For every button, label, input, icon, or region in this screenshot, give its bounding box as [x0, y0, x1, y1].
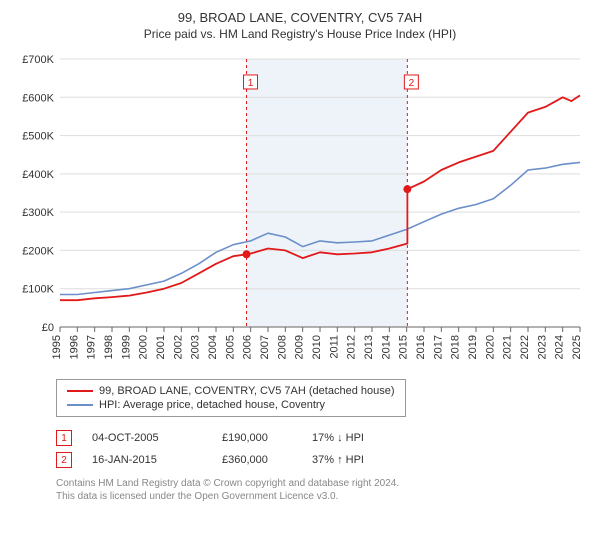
- event-marker-icon: 1: [56, 430, 72, 446]
- svg-text:2005: 2005: [224, 335, 236, 359]
- line-chart-svg: £0 £100K £200K £300K £400K £500K £600K £700K 1 2 1…: [12, 49, 588, 369]
- legend-label: HPI: Average price, detached house, Cove…: [99, 399, 325, 411]
- chart-title: 99, BROAD LANE, COVENTRY, CV5 7AH: [12, 10, 588, 25]
- svg-text:2006: 2006: [242, 335, 254, 359]
- svg-text:2024: 2024: [554, 335, 566, 359]
- svg-text:2023: 2023: [536, 335, 548, 359]
- legend-swatch: [67, 404, 93, 406]
- event-pct: 37% ↑ HPI: [312, 454, 402, 466]
- svg-text:2012: 2012: [346, 335, 358, 359]
- event-price: £360,000: [222, 454, 292, 466]
- events-table: 1 04-OCT-2005 £190,000 17% ↓ HPI 2 16-JA…: [56, 427, 588, 471]
- svg-text:2021: 2021: [502, 335, 514, 359]
- event-date: 04-OCT-2005: [92, 432, 202, 444]
- svg-text:2: 2: [409, 78, 415, 89]
- event-row: 1 04-OCT-2005 £190,000 17% ↓ HPI: [56, 427, 588, 449]
- legend-item: 99, BROAD LANE, COVENTRY, CV5 7AH (detac…: [67, 384, 395, 398]
- svg-text:2007: 2007: [259, 335, 271, 359]
- event-date: 16-JAN-2015: [92, 454, 202, 466]
- svg-text:1: 1: [248, 78, 254, 89]
- legend-swatch: [67, 390, 93, 392]
- svg-text:1999: 1999: [120, 335, 132, 359]
- svg-text:£700K: £700K: [22, 54, 54, 66]
- svg-text:1997: 1997: [86, 335, 98, 359]
- svg-text:£400K: £400K: [22, 169, 54, 181]
- svg-text:2008: 2008: [276, 335, 288, 359]
- footnote: Contains HM Land Registry data © Crown c…: [56, 477, 588, 503]
- svg-text:2016: 2016: [415, 335, 427, 359]
- svg-text:2002: 2002: [172, 335, 184, 359]
- svg-text:2004: 2004: [207, 335, 219, 359]
- svg-text:2013: 2013: [363, 335, 375, 359]
- svg-text:£600K: £600K: [22, 92, 54, 104]
- svg-text:2003: 2003: [190, 335, 202, 359]
- svg-text:£100K: £100K: [22, 284, 54, 296]
- svg-text:2001: 2001: [155, 335, 167, 359]
- svg-text:2014: 2014: [380, 335, 392, 359]
- svg-text:2015: 2015: [398, 335, 410, 359]
- svg-text:£200K: £200K: [22, 245, 54, 257]
- event-pct: 17% ↓ HPI: [312, 432, 402, 444]
- svg-text:2025: 2025: [571, 335, 583, 359]
- legend-box: 99, BROAD LANE, COVENTRY, CV5 7AH (detac…: [56, 379, 406, 417]
- svg-text:2018: 2018: [450, 335, 462, 359]
- svg-text:£0: £0: [42, 322, 54, 334]
- svg-text:2017: 2017: [432, 335, 444, 359]
- chart-subtitle: Price paid vs. HM Land Registry's House …: [12, 27, 588, 41]
- svg-text:1998: 1998: [103, 335, 115, 359]
- svg-text:2022: 2022: [519, 335, 531, 359]
- svg-text:2009: 2009: [294, 335, 306, 359]
- event-marker-icon: 2: [56, 452, 72, 468]
- legend-label: 99, BROAD LANE, COVENTRY, CV5 7AH (detac…: [99, 385, 395, 397]
- svg-text:1996: 1996: [68, 335, 80, 359]
- svg-text:£500K: £500K: [22, 131, 54, 143]
- svg-text:2000: 2000: [138, 335, 150, 359]
- svg-text:1995: 1995: [51, 335, 63, 359]
- svg-text:£300K: £300K: [22, 207, 54, 219]
- svg-text:2011: 2011: [328, 335, 340, 359]
- chart-area: £0 £100K £200K £300K £400K £500K £600K £700K 1 2 1…: [12, 49, 588, 369]
- event-row: 2 16-JAN-2015 £360,000 37% ↑ HPI: [56, 449, 588, 471]
- event-price: £190,000: [222, 432, 292, 444]
- legend-item: HPI: Average price, detached house, Cove…: [67, 398, 395, 412]
- footnote-line: Contains HM Land Registry data © Crown c…: [56, 477, 588, 490]
- footnote-line: This data is licensed under the Open Gov…: [56, 490, 588, 503]
- svg-text:2010: 2010: [311, 335, 323, 359]
- svg-text:2020: 2020: [484, 335, 496, 359]
- svg-text:2019: 2019: [467, 335, 479, 359]
